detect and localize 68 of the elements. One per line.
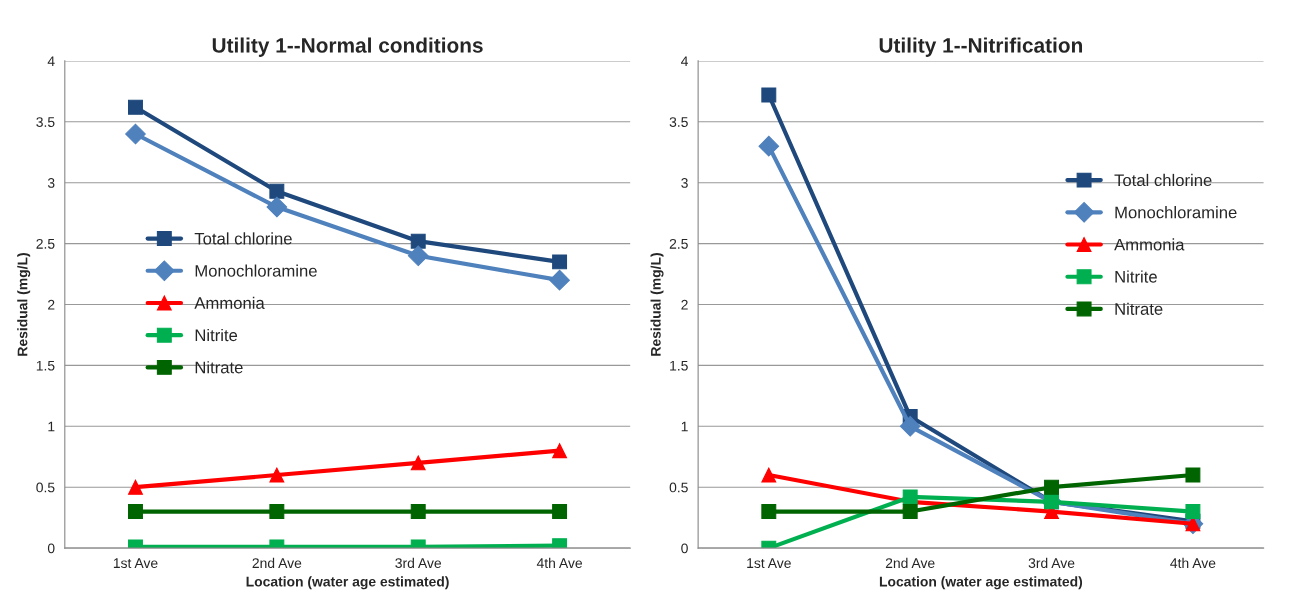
- y-tick-label: 4: [681, 56, 688, 66]
- y-tick-label: 3: [47, 178, 55, 188]
- x-tick-label: 3rd Ave: [395, 557, 442, 569]
- legend-label: Ammonia: [194, 296, 265, 309]
- point: [128, 504, 143, 520]
- y-tick-label: 0: [47, 543, 55, 554]
- point: [761, 87, 777, 103]
- x-tick-label: 1st Ave: [747, 558, 791, 569]
- legend-label: Total chlorine: [1114, 173, 1212, 187]
- point: [410, 504, 426, 520]
- x-axis-title: Location (water age estimated): [879, 576, 1083, 590]
- y-tick-label: 3.5: [669, 117, 688, 127]
- point: [128, 99, 143, 115]
- x-tick-label: 2nd Ave: [885, 557, 935, 569]
- y-tick-label: 1: [681, 421, 688, 432]
- x-tick-label: 1st Ave: [113, 558, 158, 569]
- legend-label: Total chlorine: [194, 232, 292, 245]
- y-tick-label: 4: [47, 56, 55, 66]
- point: [410, 455, 426, 471]
- point: [552, 504, 568, 520]
- point: [549, 269, 570, 291]
- point: [125, 123, 146, 145]
- chart-title: Utility 1--Normal conditions: [212, 37, 483, 57]
- point: [899, 415, 921, 437]
- x-axis-title: Location (water age estimated): [246, 576, 449, 590]
- point: [269, 183, 285, 199]
- y-axis-title: Residual (mg/L): [650, 253, 664, 356]
- point: [1185, 467, 1201, 483]
- point: [128, 479, 143, 495]
- legend-label: Nitrate: [195, 361, 243, 374]
- chart-title: Utility 1--Nitrification: [879, 37, 1083, 57]
- y-tick-label: 1.5: [36, 360, 55, 371]
- point: [758, 135, 780, 157]
- legend-label: Monochloramine: [1115, 206, 1237, 219]
- y-tick-label: 0.5: [36, 482, 55, 493]
- x-tick-label: 3rd Ave: [1028, 557, 1075, 569]
- x-tick-label: 2nd Ave: [252, 557, 302, 569]
- legend-label: Monochloramine: [195, 264, 317, 277]
- point: [407, 245, 429, 267]
- point: [552, 443, 568, 459]
- y-tick-label: 1.5: [670, 360, 688, 371]
- y-tick-label: 2: [681, 299, 688, 310]
- point: [552, 254, 568, 270]
- y-tick-label: 3: [681, 178, 688, 188]
- point: [266, 196, 288, 218]
- point: [1185, 504, 1201, 520]
- point: [269, 467, 285, 483]
- point: [761, 504, 777, 520]
- legend-label: Nitrate: [1115, 302, 1163, 315]
- y-axis-title: Residual (mg/L): [17, 253, 31, 356]
- y-tick-label: 2.5: [36, 238, 55, 249]
- y-tick-label: 2.5: [669, 238, 688, 249]
- x-tick-label: 4th Ave: [1170, 557, 1216, 569]
- point: [269, 504, 285, 520]
- x-tick-label: 4th Ave: [536, 557, 583, 569]
- legend-label: Ammonia: [1114, 238, 1185, 251]
- point: [410, 233, 426, 249]
- point: [1044, 479, 1060, 495]
- legend-label: Nitrite: [195, 328, 238, 342]
- legend-label: Nitrite: [1115, 270, 1157, 283]
- y-tick-label: 0: [681, 543, 688, 554]
- y-tick-label: 3.5: [36, 117, 55, 127]
- y-tick-label: 2: [48, 299, 55, 310]
- point: [902, 489, 918, 505]
- point: [902, 504, 918, 520]
- y-tick-label: 1: [48, 421, 55, 432]
- point: [761, 467, 777, 483]
- y-tick-label: 0.5: [669, 482, 688, 493]
